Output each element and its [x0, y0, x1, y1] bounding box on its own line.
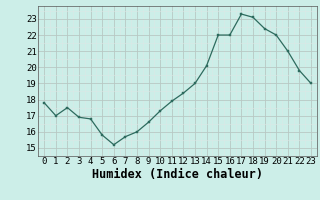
X-axis label: Humidex (Indice chaleur): Humidex (Indice chaleur) [92, 168, 263, 181]
